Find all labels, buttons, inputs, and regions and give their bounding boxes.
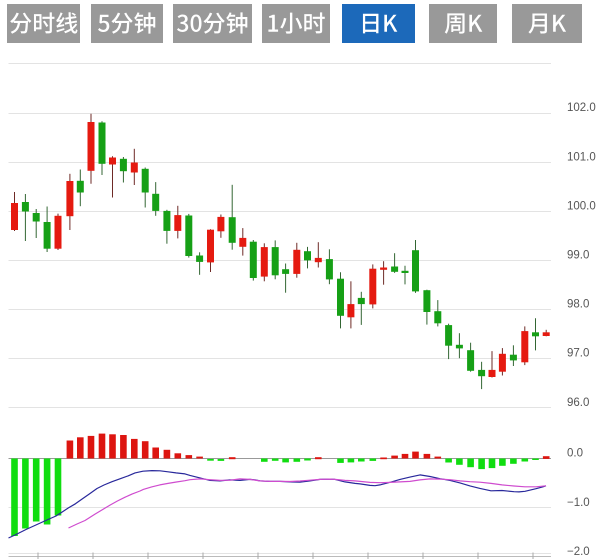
svg-text:99.0: 99.0 <box>567 250 589 262</box>
svg-text:0.0: 0.0 <box>567 448 583 460</box>
svg-text:96.0: 96.0 <box>567 397 589 409</box>
svg-text:100.0: 100.0 <box>567 200 596 212</box>
svg-text:−1.0: −1.0 <box>567 497 590 509</box>
svg-text:101.0: 101.0 <box>567 151 596 163</box>
svg-text:−2.0: −2.0 <box>567 546 590 558</box>
svg-text:97.0: 97.0 <box>567 348 589 360</box>
svg-text:102.0: 102.0 <box>567 102 596 114</box>
svg-text:98.0: 98.0 <box>567 299 589 311</box>
